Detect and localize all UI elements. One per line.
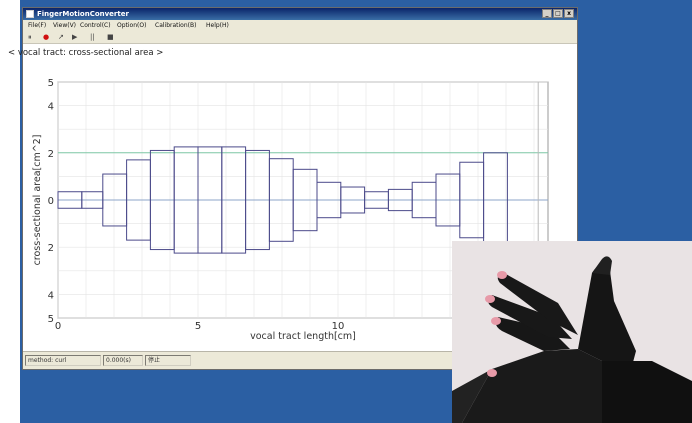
status-mode: method: curl	[25, 355, 101, 366]
menu-file[interactable]: File(F)	[28, 22, 47, 29]
cursor-icon[interactable]: ↗	[58, 33, 64, 41]
title-bar[interactable]: FingerMotionConverter _ □ x	[23, 8, 577, 20]
x-tick-label: 5	[195, 321, 201, 332]
window-title: FingerMotionConverter	[37, 10, 129, 18]
pause-icon[interactable]: ||	[90, 33, 95, 41]
stop-icon[interactable]: ■	[107, 33, 114, 41]
menu-help[interactable]: Help(H)	[206, 22, 229, 29]
menu-bar: File(F) View(V) Control(C) Option(O) Cal…	[23, 20, 577, 31]
status-time: 0.000(s)	[103, 355, 143, 366]
window-controls: _ □ x	[542, 9, 574, 18]
x-tick-label: 0	[55, 321, 61, 332]
y-tick-label: 5	[48, 78, 54, 89]
status-state: 停止	[145, 355, 191, 366]
menu-view[interactable]: View(V)	[53, 22, 77, 29]
y-tick-label: 4	[48, 290, 54, 301]
pause-tool-icon[interactable]: ⏸	[28, 33, 32, 41]
toolbar: ⏸ ● ↗ ▶ || ■	[23, 31, 577, 44]
maximize-button[interactable]: □	[553, 9, 563, 18]
y-axis-label: cross-sectional area[cm^2]	[32, 135, 43, 266]
plot-title: < vocal tract: cross-sectional area >	[8, 48, 164, 58]
glove-photo	[452, 241, 692, 423]
minimize-button[interactable]: _	[542, 9, 552, 18]
y-tick-label: 0	[48, 196, 54, 207]
x-tick-label: 10	[332, 321, 345, 332]
close-button[interactable]: x	[564, 9, 574, 18]
play-icon[interactable]: ▶	[72, 33, 78, 41]
y-tick-label: 4	[48, 102, 54, 113]
menu-control[interactable]: Control(C)	[80, 22, 111, 29]
menu-option[interactable]: Option(O)	[117, 22, 147, 29]
y-tick-label: 2	[48, 149, 54, 160]
x-axis-label: vocal tract length[cm]	[250, 331, 356, 342]
status-bar: method: curl 0.000(s) 停止	[23, 351, 577, 369]
menu-calibration[interactable]: Calibration(B)	[155, 22, 197, 29]
record-icon[interactable]: ●	[43, 33, 50, 41]
y-tick-label: 2	[48, 243, 54, 254]
glove-illustration	[452, 241, 692, 423]
app-icon	[26, 10, 34, 18]
y-tick-label: 5	[48, 314, 54, 325]
